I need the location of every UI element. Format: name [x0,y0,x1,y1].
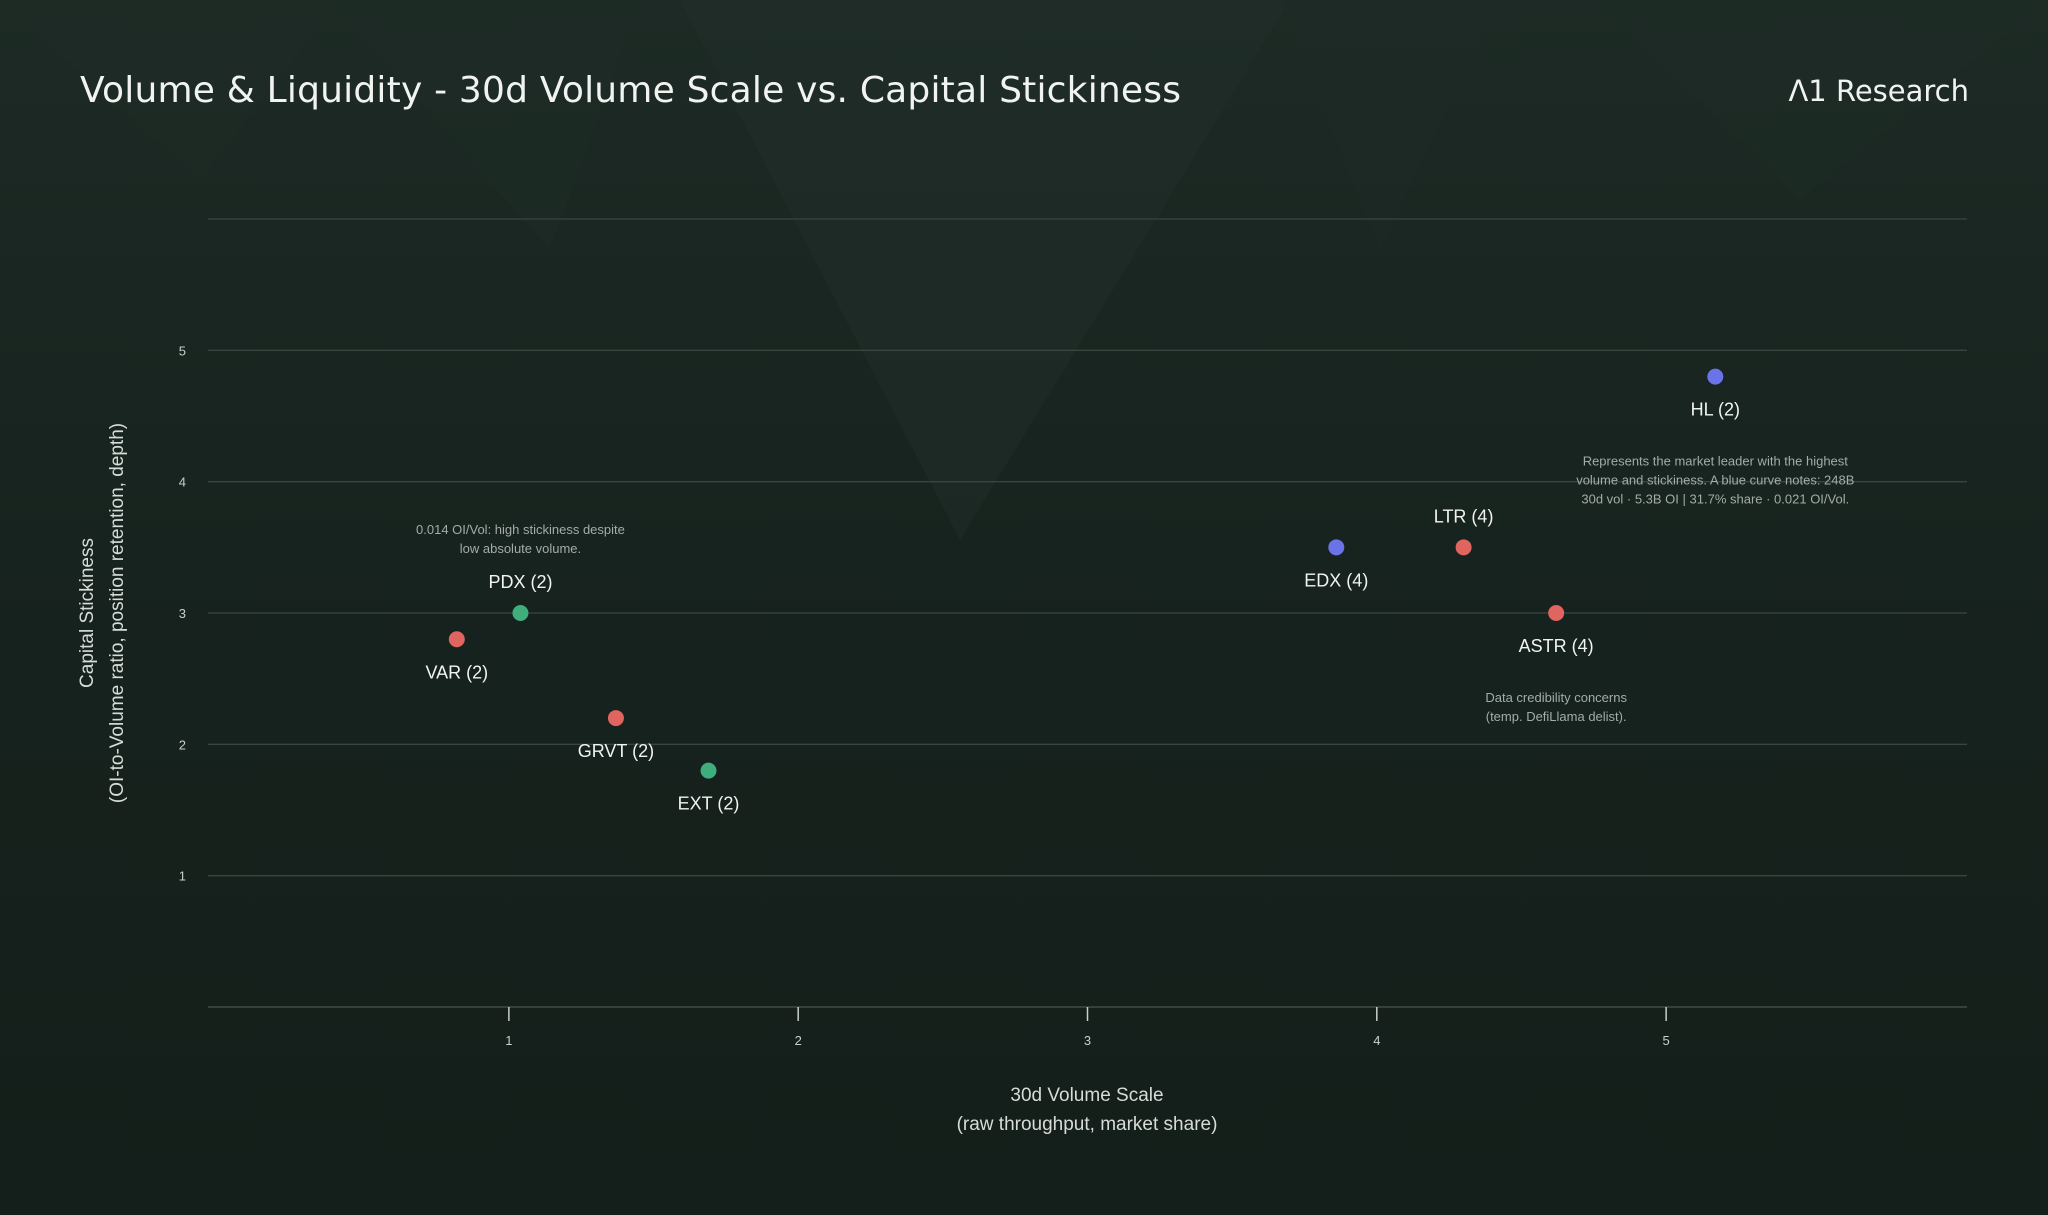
data-point [1328,539,1345,556]
data-label: LTR (4) [1434,506,1494,526]
data-label: EXT (2) [678,794,740,814]
data-point [1707,368,1724,385]
x-tick-label: 2 [795,1033,802,1048]
y-tick-label: 2 [179,737,186,752]
annotation-text: 0.014 OI/Vol: high stickiness despite [416,522,625,537]
annotation-text: 30d vol · 5.3B OI | 31.7% share · 0.021 … [1581,492,1849,507]
x-tick-label: 3 [1084,1033,1091,1048]
annotation-text: low absolute volume. [460,541,581,556]
data-label: VAR (2) [425,662,488,682]
data-point [1455,539,1472,556]
data-label: GRVT (2) [578,741,654,761]
y-tick-label: 4 [179,475,186,490]
y-axis-title: Capital Stickiness [77,538,98,688]
annotation-text: (temp. DefiLlama delist). [1486,709,1627,724]
data-point [700,762,717,779]
data-point [512,605,529,621]
data-label: ASTR (4) [1519,636,1594,656]
annotation-text: volume and stickiness. A blue curve note… [1576,473,1854,488]
annotation-text: Represents the market leader with the hi… [1583,454,1849,469]
data-label: PDX (2) [488,572,552,592]
data-label: EDX (4) [1304,570,1368,590]
y-tick-label: 3 [179,606,186,621]
x-tick-label: 4 [1373,1033,1380,1048]
y-tick-label: 5 [179,343,186,358]
data-label: HL (2) [1691,400,1740,420]
brand-logo: Λ1 Research [1788,74,1969,108]
x-tick-label: 1 [505,1033,512,1048]
y-tick-label: 1 [179,869,186,884]
page-title: Volume & Liquidity - 30d Volume Scale vs… [80,70,1182,111]
data-point [607,710,624,727]
data-point [1548,605,1565,621]
x-axis-title: 30d Volume Scale [1010,1085,1163,1106]
data-point [448,631,465,648]
y-axis-subtitle: (OI-to-Volume ratio, position retention,… [107,423,128,803]
x-axis-subtitle: (raw throughput, market share) [957,1114,1218,1135]
annotation-text: Data credibility concerns [1485,690,1627,705]
x-tick-label: 5 [1663,1033,1670,1048]
